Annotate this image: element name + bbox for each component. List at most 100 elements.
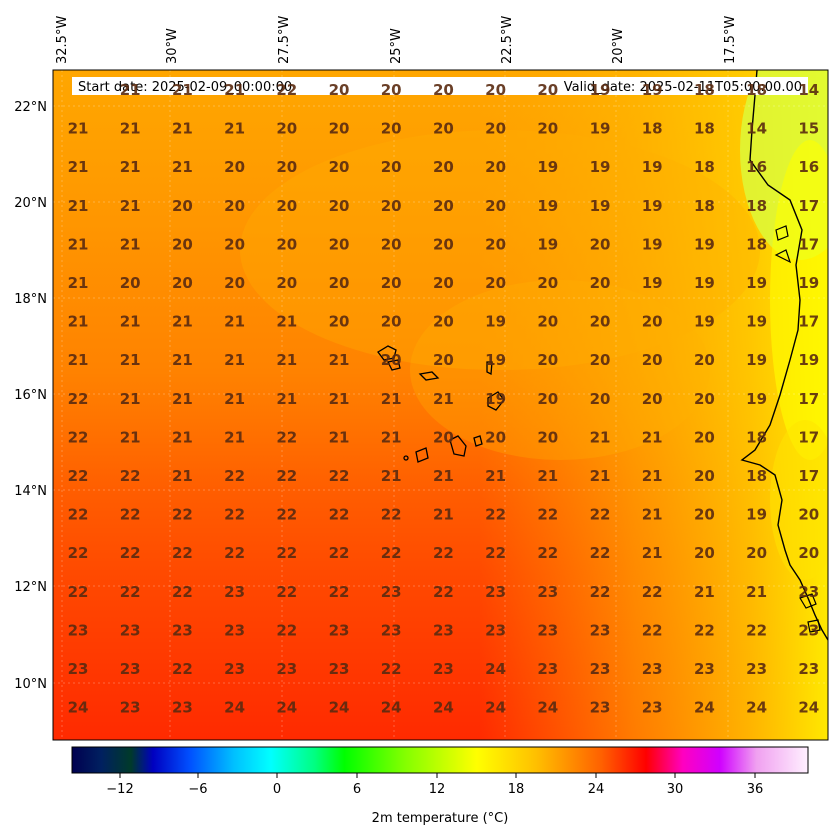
grid-value: 20	[694, 428, 715, 446]
grid-value: 22	[590, 544, 611, 562]
grid-value: 20	[381, 158, 402, 176]
grid-value: 18	[694, 197, 715, 215]
grid-value: 21	[433, 506, 454, 524]
lat-label: 14°N	[14, 484, 47, 499]
grid-value: 23	[642, 660, 663, 678]
grid-value: 23	[120, 660, 141, 678]
grid-value: 22	[590, 583, 611, 601]
grid-value: 24	[329, 699, 350, 717]
grid-value: 22	[694, 621, 715, 639]
grid-value: 24	[485, 699, 506, 717]
grid-value: 22	[381, 544, 402, 562]
grid-value: 17	[798, 428, 819, 446]
grid-value: 20	[433, 197, 454, 215]
grid-value: 19	[694, 235, 715, 253]
lon-label: 30°W	[165, 28, 180, 64]
colorbar-tick-label: −6	[188, 782, 207, 797]
grid-value: 21	[120, 120, 141, 138]
grid-value: 19	[590, 158, 611, 176]
grid-value: 21	[224, 313, 245, 331]
grid-value: 22	[68, 428, 89, 446]
grid-value: 20	[276, 158, 297, 176]
grid-value: 22	[276, 467, 297, 485]
grid-value: 20	[224, 197, 245, 215]
grid-value: 22	[329, 467, 350, 485]
grid-value: 24	[381, 699, 402, 717]
grid-value: 18	[746, 81, 767, 99]
grid-value: 21	[381, 428, 402, 446]
grid-value: 19	[642, 235, 663, 253]
grid-value: 21	[120, 428, 141, 446]
grid-value: 19	[590, 120, 611, 138]
longitude-labels: 32.5°W 30°W 27.5°W 25°W 22.5°W 20°W 17.5…	[55, 16, 738, 64]
grid-value: 21	[276, 390, 297, 408]
grid-value: 21	[120, 390, 141, 408]
grid-value: 21	[172, 81, 193, 99]
grid-value: 20	[485, 81, 506, 99]
grid-value: 21	[120, 351, 141, 369]
grid-value: 23	[224, 583, 245, 601]
grid-value: 23	[746, 660, 767, 678]
grid-value: 21	[276, 351, 297, 369]
grid-value: 23	[224, 621, 245, 639]
grid-value: 14	[746, 120, 767, 138]
grid-value: 20	[694, 544, 715, 562]
grid-value: 20	[642, 313, 663, 331]
grid-value: 20	[485, 120, 506, 138]
grid-value: 15	[798, 120, 819, 138]
grid-value: 24	[746, 699, 767, 717]
grid-value: 21	[224, 120, 245, 138]
grid-value: 23	[120, 621, 141, 639]
grid-value: 21	[381, 390, 402, 408]
grid-value: 24	[68, 699, 89, 717]
grid-value: 16	[746, 158, 767, 176]
grid-value: 23	[590, 660, 611, 678]
grid-value: 21	[68, 235, 89, 253]
colorbar-tick-label: 18	[508, 782, 525, 797]
graticule	[53, 70, 828, 740]
grid-value: 17	[798, 390, 819, 408]
grid-value: 20	[798, 544, 819, 562]
grid-value: 23	[381, 621, 402, 639]
grid-value: 23	[537, 621, 558, 639]
grid-value: 20	[485, 158, 506, 176]
grid-value: 22	[276, 544, 297, 562]
grid-value: 21	[329, 428, 350, 446]
grid-value: 24	[798, 699, 819, 717]
grid-value: 21	[68, 120, 89, 138]
grid-value: 22	[172, 583, 193, 601]
grid-value: 22	[276, 428, 297, 446]
colorbar-label: 2m temperature (°C)	[372, 811, 509, 826]
grid-value: 20	[276, 120, 297, 138]
grid-value: 19	[746, 351, 767, 369]
grid-value: 22	[120, 544, 141, 562]
grid-value: 20	[433, 120, 454, 138]
grid-value: 17	[798, 197, 819, 215]
colorbar-tick-label: −12	[106, 782, 133, 797]
colorbar-ticks: −12 −6 0 6 12 18 24 30 36	[106, 773, 763, 797]
colorbar-tick-label: 30	[667, 782, 684, 797]
grid-value: 20	[381, 120, 402, 138]
grid-value: 23	[433, 660, 454, 678]
grid-value: 21	[433, 467, 454, 485]
grid-value: 23	[381, 583, 402, 601]
grid-value: 19	[590, 81, 611, 99]
lon-label: 27.5°W	[277, 16, 292, 64]
grid-value: 20	[590, 313, 611, 331]
grid-value: 22	[224, 467, 245, 485]
grid-value: 22	[68, 467, 89, 485]
grid-value: 20	[537, 313, 558, 331]
grid-value: 20	[485, 274, 506, 292]
colorbar: −12 −6 0 6 12 18 24 30 36 2m temperature (°C)	[71, 746, 809, 826]
grid-value: 21	[172, 390, 193, 408]
grid-value: 23	[537, 583, 558, 601]
grid-value: 20	[537, 120, 558, 138]
grid-value: 20	[329, 197, 350, 215]
grid-value: 20	[485, 235, 506, 253]
grid-value: 22	[172, 660, 193, 678]
grid-value: 19	[485, 351, 506, 369]
grid-value: 19	[798, 351, 819, 369]
grid-value: 20	[172, 235, 193, 253]
grid-value: 20	[224, 274, 245, 292]
grid-value: 20	[590, 235, 611, 253]
